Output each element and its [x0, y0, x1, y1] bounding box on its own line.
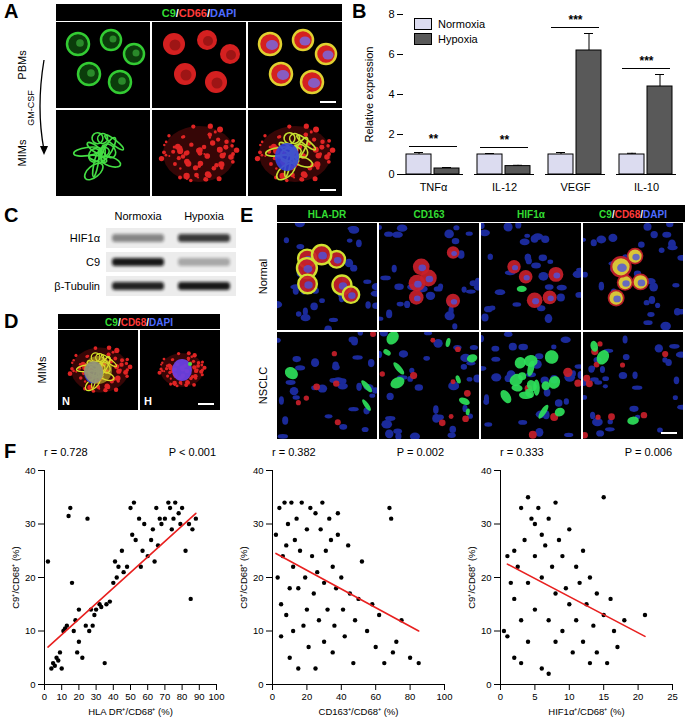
svg-text:HLA DR⁺/CD68⁺ (%): HLA DR⁺/CD68⁺ (%) — [88, 706, 173, 717]
svg-text:90: 90 — [194, 691, 205, 702]
svg-text:50: 50 — [125, 691, 136, 702]
svg-text:0: 0 — [30, 679, 35, 690]
svg-text:0: 0 — [258, 679, 263, 690]
svg-text:10: 10 — [481, 625, 492, 636]
html-text:D: D — [4, 310, 19, 332]
svg-text:NSCLC: NSCLC — [257, 367, 269, 404]
svg-text:HIF1α⁺/CD68⁺ (%): HIF1α⁺/CD68⁺ (%) — [548, 706, 624, 717]
svg-text:40: 40 — [481, 465, 492, 476]
html-text:r = 0.728: r = 0.728 — [44, 446, 88, 458]
svg-text:**: ** — [429, 132, 439, 146]
svg-text:40: 40 — [108, 691, 119, 702]
svg-text:5: 5 — [532, 691, 537, 702]
svg-text:0: 0 — [498, 691, 503, 702]
svg-text:CD163: CD163 — [413, 209, 445, 220]
svg-text:0: 0 — [270, 691, 275, 702]
html-text:E: E — [240, 204, 254, 226]
svg-text:C9⁺/CD68⁺ (%): C9⁺/CD68⁺ (%) — [10, 546, 21, 609]
svg-text:40: 40 — [25, 465, 36, 476]
svg-text:C9⁺/CD68⁺ (%): C9⁺/CD68⁺ (%) — [238, 546, 249, 609]
svg-text:IL-10: IL-10 — [634, 181, 659, 193]
svg-text:CD163⁺/CD68⁺ (%): CD163⁺/CD68⁺ (%) — [319, 706, 399, 717]
svg-text:C9: C9 — [86, 256, 100, 268]
svg-text:70: 70 — [160, 691, 171, 702]
svg-text:20: 20 — [633, 691, 644, 702]
svg-text:30: 30 — [481, 518, 492, 529]
svg-text:Hypoxia: Hypoxia — [184, 210, 225, 222]
svg-text:0: 0 — [42, 691, 47, 702]
svg-text:N: N — [62, 395, 70, 407]
svg-text:40: 40 — [336, 691, 347, 702]
svg-text:8: 8 — [388, 8, 394, 20]
svg-text:C9/CD68/DAPI: C9/CD68/DAPI — [599, 209, 667, 220]
svg-text:Normal: Normal — [257, 259, 269, 294]
svg-text:100: 100 — [209, 691, 225, 702]
html-text:Normoxia: Normoxia — [438, 18, 486, 30]
svg-text:β-Tubulin: β-Tubulin — [54, 280, 100, 292]
svg-text:80: 80 — [405, 691, 416, 702]
html-text:P = 0.002: P = 0.002 — [396, 446, 444, 458]
svg-text:MIMs: MIMs — [16, 139, 28, 166]
svg-text:HIF1α: HIF1α — [70, 232, 101, 244]
svg-text:25: 25 — [667, 691, 678, 702]
svg-text:20: 20 — [302, 691, 313, 702]
svg-text:4: 4 — [388, 88, 394, 100]
html-text:F: F — [4, 440, 17, 462]
svg-text:15: 15 — [598, 691, 609, 702]
svg-text:***: *** — [568, 13, 582, 27]
svg-text:10: 10 — [56, 691, 67, 702]
svg-text:20: 20 — [74, 691, 85, 702]
svg-text:TNFα: TNFα — [420, 181, 448, 193]
svg-text:Normoxia: Normoxia — [114, 210, 162, 222]
svg-text:10: 10 — [564, 691, 575, 702]
html-text:C: C — [4, 204, 19, 226]
html-text:B: B — [352, 0, 367, 22]
svg-text:HIF1α: HIF1α — [517, 209, 546, 220]
html-text:Hypoxia: Hypoxia — [438, 33, 478, 45]
svg-text:30: 30 — [25, 518, 36, 529]
svg-text:0: 0 — [388, 168, 394, 180]
svg-text:30: 30 — [91, 691, 102, 702]
svg-text:GM-CSF: GM-CSF — [26, 90, 36, 126]
svg-text:30: 30 — [253, 518, 264, 529]
svg-text:VEGF: VEGF — [561, 181, 591, 193]
svg-text:60: 60 — [370, 691, 381, 702]
svg-text:H: H — [144, 395, 152, 407]
svg-text:MIMs: MIMs — [36, 356, 48, 383]
html-text:r = 0.333: r = 0.333 — [500, 446, 544, 458]
svg-text:Relative expression: Relative expression — [363, 47, 375, 143]
svg-text:100: 100 — [437, 691, 453, 702]
html-text:A: A — [4, 0, 19, 22]
svg-text:2: 2 — [388, 128, 394, 140]
svg-text:10: 10 — [253, 625, 264, 636]
svg-text:IL-12: IL-12 — [492, 181, 517, 193]
svg-text:20: 20 — [25, 572, 36, 583]
svg-text:6: 6 — [388, 48, 394, 60]
svg-text:C9⁺/CD68⁺ (%): C9⁺/CD68⁺ (%) — [466, 546, 477, 609]
svg-text:60: 60 — [142, 691, 153, 702]
svg-text:**: ** — [500, 133, 510, 147]
svg-text:0: 0 — [486, 679, 491, 690]
svg-text:10: 10 — [25, 625, 36, 636]
svg-text:20: 20 — [253, 572, 264, 583]
html-text:P < 0.001: P < 0.001 — [168, 446, 216, 458]
svg-text:HLA-DR: HLA-DR — [308, 209, 347, 220]
svg-text:40: 40 — [253, 465, 264, 476]
svg-text:C9/CD66/DAPI: C9/CD66/DAPI — [162, 7, 237, 19]
svg-text:***: *** — [639, 54, 653, 68]
html-text:P = 0.006: P = 0.006 — [624, 446, 672, 458]
svg-text:PBMs: PBMs — [16, 50, 28, 80]
svg-text:C9/CD68/DAPI: C9/CD68/DAPI — [105, 317, 173, 328]
html-text:r = 0.382: r = 0.382 — [272, 446, 316, 458]
svg-text:20: 20 — [481, 572, 492, 583]
svg-text:80: 80 — [177, 691, 188, 702]
